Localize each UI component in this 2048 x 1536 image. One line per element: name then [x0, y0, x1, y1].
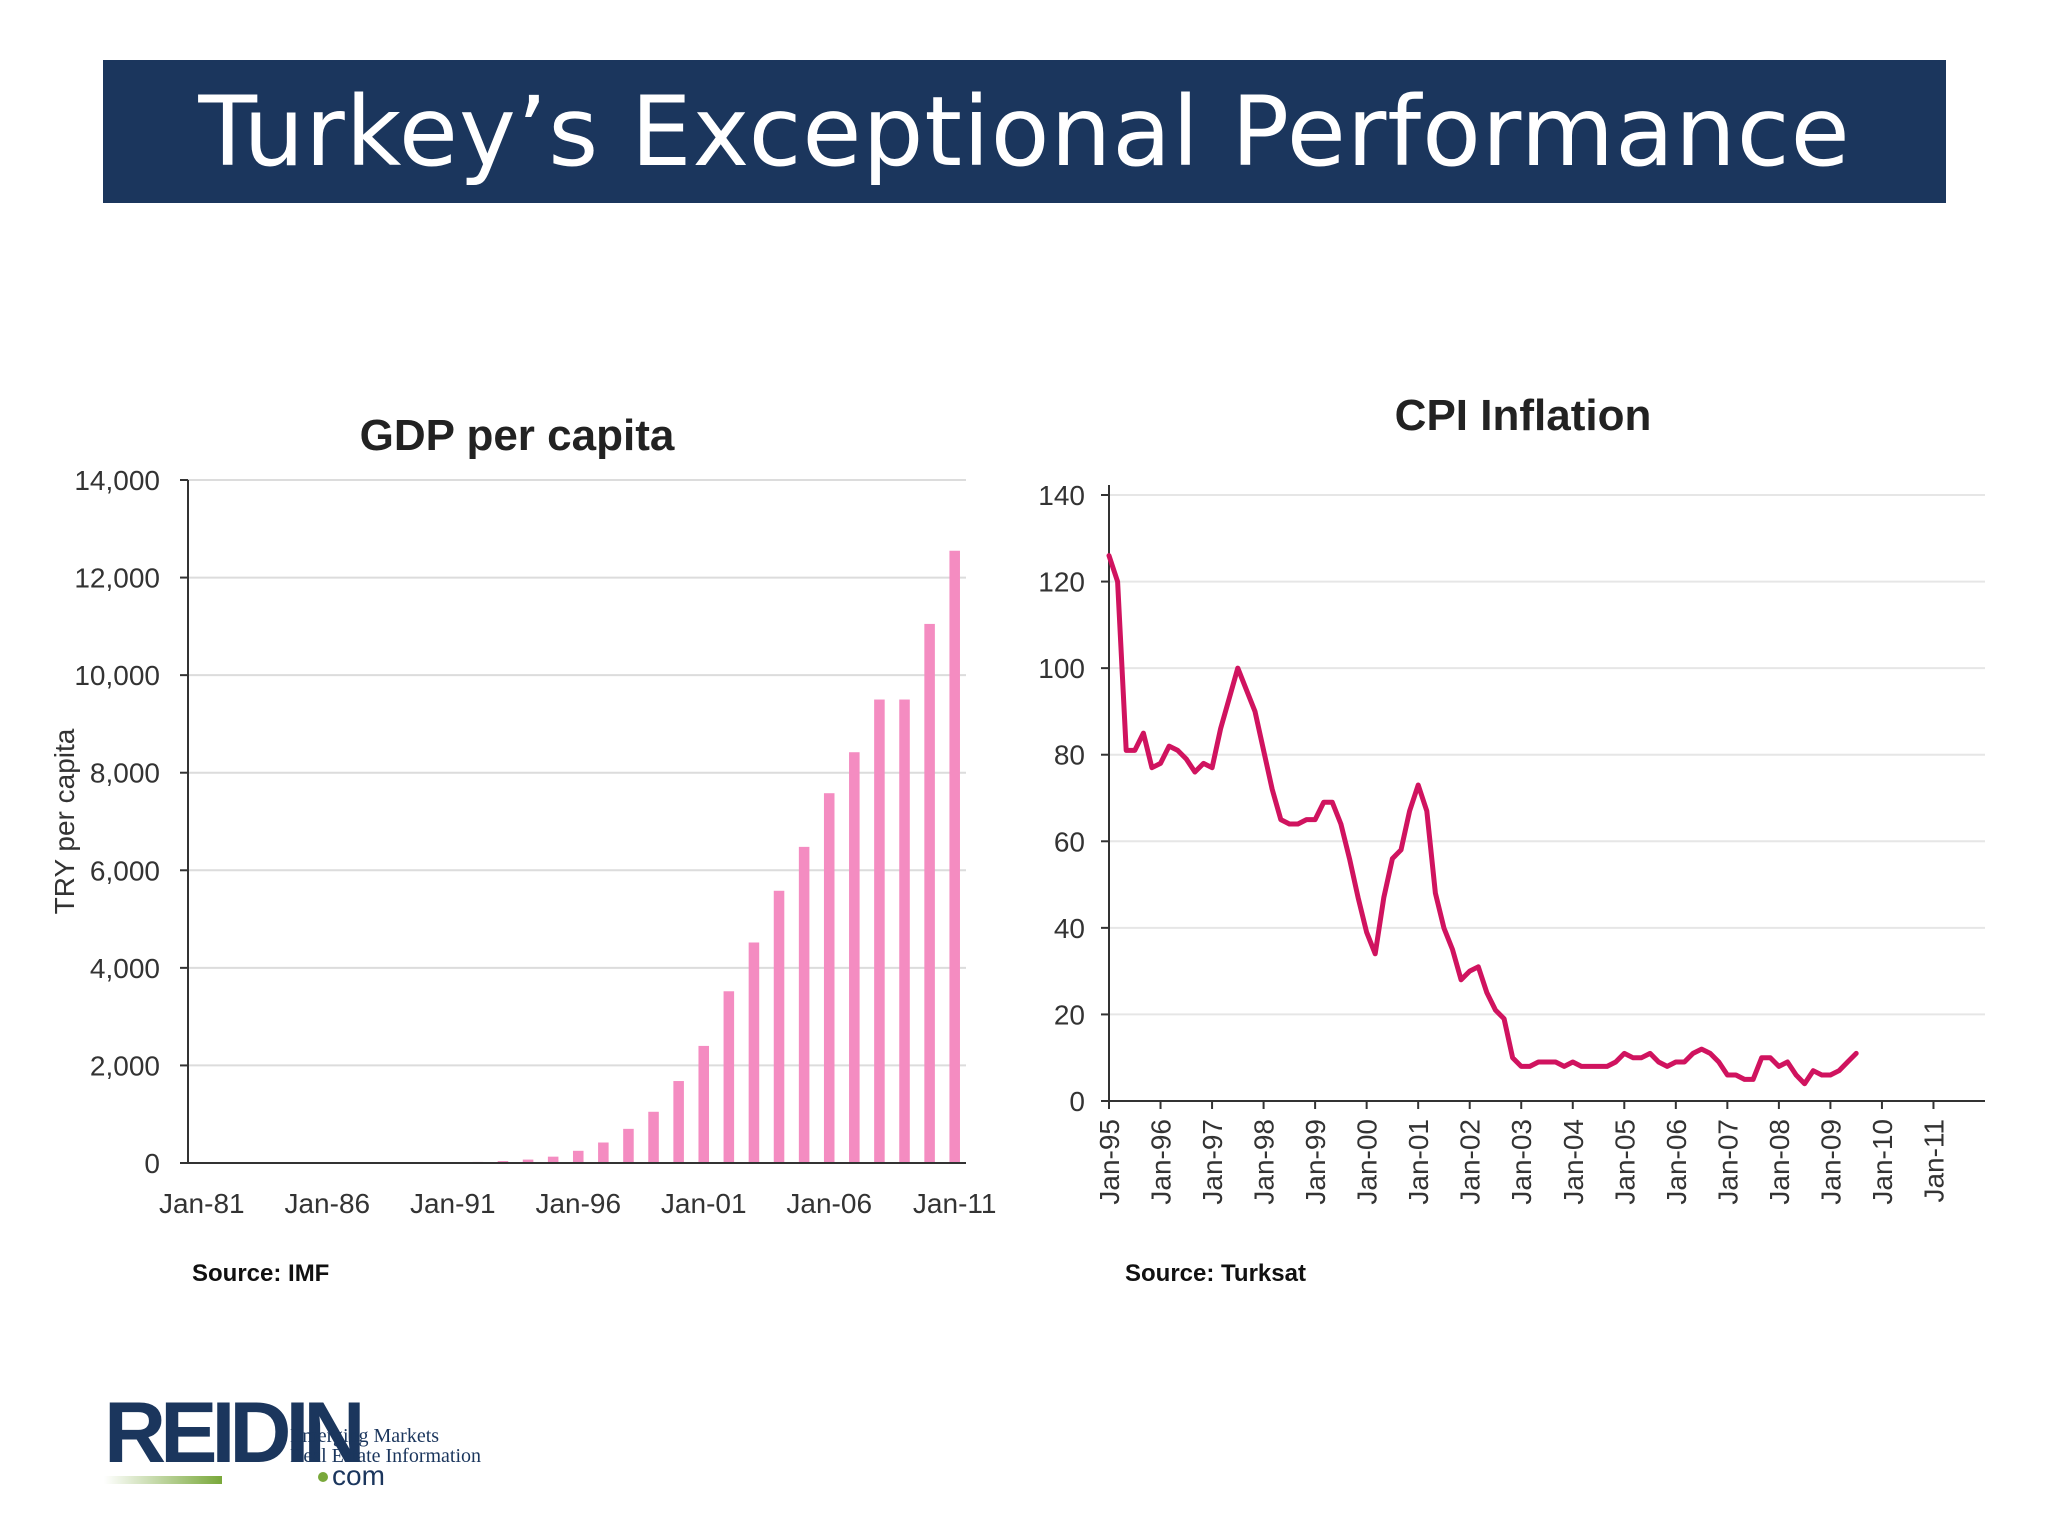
gdp-chart-title: GDP per capita — [360, 411, 675, 460]
cpi-x-tick-label: Jan-98 — [1249, 1119, 1280, 1205]
cpi-inflation-chart: CPI Inflation 0 20 40 60 80 100 120 140 Jan-95 Jan… — [1038, 391, 1985, 1205]
gdp-bar — [598, 1142, 609, 1163]
cpi-y-tick-label: 140 — [1038, 480, 1085, 511]
gdp-bar — [773, 890, 785, 1163]
gdp-bar — [924, 623, 935, 1163]
cpi-x-tick-label: Jan-97 — [1197, 1119, 1228, 1205]
cpi-x-tick-label: Jan-00 — [1352, 1119, 1383, 1205]
gdp-x-tick-label: Jan-81 — [159, 1188, 245, 1219]
cpi-x-tick-label: Jan-11 — [1918, 1119, 1949, 1203]
cpi-x-tick-label: Jan-07 — [1712, 1119, 1743, 1205]
gdp-y-tick-label: 2,000 — [90, 1050, 160, 1081]
gdp-x-tick-label: Jan-86 — [284, 1188, 370, 1219]
logo-underline — [104, 1476, 222, 1484]
gdp-x-tick-label: Jan-11 — [913, 1188, 997, 1219]
cpi-x-tick-label: Jan-96 — [1146, 1119, 1177, 1205]
gdp-x-tick-label: Jan-91 — [410, 1188, 496, 1219]
cpi-x-tick-label: Jan-04 — [1558, 1119, 1589, 1205]
gdp-y-axis-title: TRY per capita — [49, 728, 80, 914]
gdp-bar — [949, 550, 960, 1163]
gdp-bar — [899, 699, 910, 1163]
reidin-logo: REIDIN Emerging Markets Real Estate Info… — [104, 1385, 504, 1491]
gdp-bar — [874, 699, 885, 1163]
cpi-x-tick-label: Jan-08 — [1764, 1119, 1795, 1205]
cpi-series-line — [1106, 553, 1859, 1087]
logo-dot-icon — [318, 1472, 328, 1482]
logo-wordmark: REIDIN — [104, 1385, 365, 1481]
cpi-x-tick-label: Jan-03 — [1506, 1119, 1537, 1205]
cpi-chart-title: CPI Inflation — [1395, 391, 1652, 440]
slide-title-bar: Turkey’s Exceptional Performance — [103, 60, 1946, 203]
cpi-x-tick-label: Jan-01 — [1403, 1119, 1434, 1205]
gdp-bar — [623, 1128, 634, 1163]
cpi-x-tick-label: Jan-06 — [1661, 1119, 1692, 1205]
gdp-bar — [673, 1081, 684, 1163]
slide-title: Turkey’s Exceptional Performance — [198, 75, 1851, 188]
cpi-x-tick-label: Jan-05 — [1609, 1119, 1640, 1205]
gdp-bar — [522, 1159, 534, 1163]
cpi-x-tick-label: Jan-10 — [1867, 1119, 1898, 1205]
gdp-bar — [748, 942, 760, 1163]
cpi-x-tick-label: Jan-02 — [1455, 1119, 1486, 1205]
gdp-x-tick-label: Jan-06 — [786, 1188, 872, 1219]
gdp-y-tick-label: 12,000 — [74, 563, 160, 594]
cpi-y-tick-label: 80 — [1054, 740, 1085, 771]
gdp-source-note: Source: IMF — [192, 1260, 330, 1287]
gdp-x-tick-label: Jan-96 — [535, 1188, 621, 1219]
logo-tagline-line1: Emerging Markets — [290, 1425, 440, 1447]
gdp-bar — [547, 1156, 559, 1163]
cpi-source-note: Source: Turksat — [1125, 1260, 1306, 1287]
gdp-y-tick-label: 10,000 — [74, 660, 160, 691]
gdp-y-tick-label: 8,000 — [90, 758, 160, 789]
cpi-y-tick-label: 120 — [1038, 567, 1085, 598]
gdp-bar — [849, 752, 860, 1163]
gdp-y-tick-label: 6,000 — [90, 855, 160, 886]
cpi-y-tick-label: 0 — [1069, 1086, 1085, 1117]
gdp-bar — [798, 846, 810, 1163]
gdp-bar — [648, 1111, 659, 1163]
gdp-y-tick-label: 4,000 — [90, 953, 160, 984]
gdp-bar — [572, 1150, 584, 1163]
gdp-y-tick-label: 0 — [144, 1148, 160, 1179]
logo-tagline: Emerging Markets Real Estate Information — [290, 1426, 481, 1466]
gdp-per-capita-chart: GDP per capita 0 2,000 4,000 6,000 8,000 10,00… — [49, 411, 997, 1219]
cpi-y-tick-label: 100 — [1038, 653, 1085, 684]
logo-tagline-line2: Real Estate Information — [290, 1445, 482, 1467]
gdp-x-tick-label: Jan-01 — [661, 1188, 747, 1219]
gdp-y-tick-label: 14,000 — [74, 465, 160, 496]
cpi-y-tick-label: 20 — [1054, 999, 1085, 1030]
gdp-bar — [698, 1045, 710, 1163]
gdp-bar — [723, 991, 735, 1163]
cpi-y-tick-label: 40 — [1054, 913, 1085, 944]
cpi-x-tick-label: Jan-09 — [1815, 1119, 1846, 1205]
cpi-x-tick-label: Jan-95 — [1094, 1119, 1125, 1205]
cpi-y-tick-label: 60 — [1054, 826, 1085, 857]
logo-domain: com — [332, 1460, 385, 1491]
gdp-bar — [823, 793, 835, 1163]
cpi-x-tick-label: Jan-99 — [1300, 1119, 1331, 1205]
